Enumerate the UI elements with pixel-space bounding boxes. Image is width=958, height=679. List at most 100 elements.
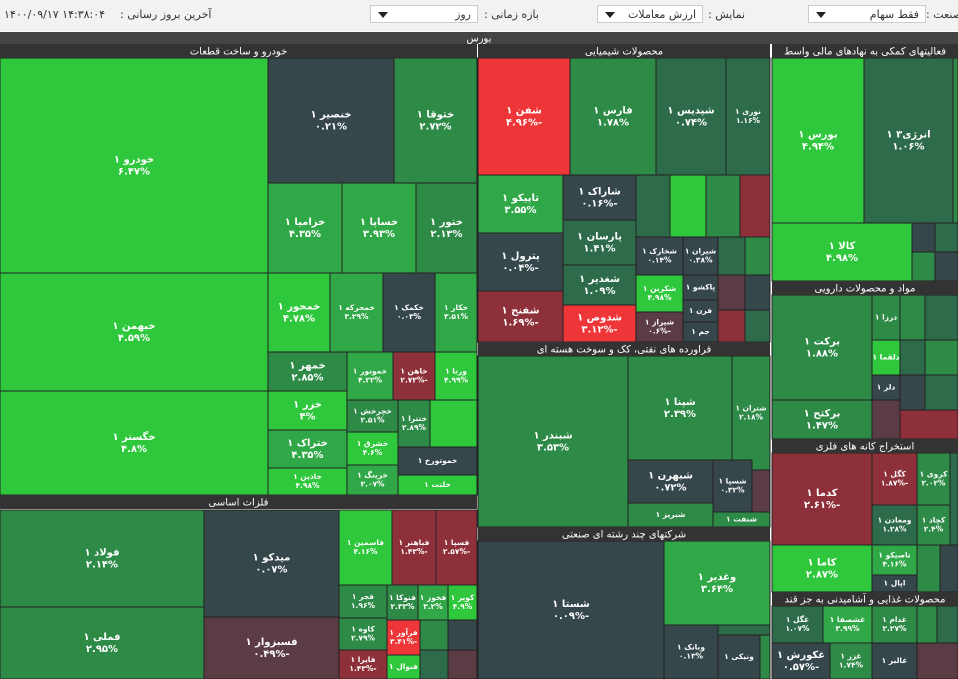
tile-name: خودرو ۱ [114,155,154,166]
tile-name: پارسان ۱ [577,232,622,243]
tile [477,174,564,234]
tile-name: فرن ۱ [689,306,712,315]
tile-name: فایرا ۱ [351,655,376,664]
root-header [0,32,958,44]
tile-name: درزا ۱ [875,313,897,322]
tile-change: ۰.۰۷% [255,565,287,576]
tile-change: ۲.۷۹% [351,634,376,643]
tile-change: ۲.۸۵% [291,373,323,384]
tile [635,311,684,343]
tile-change: ۴.۱۶% [882,560,907,569]
tile-change: -۳.۱۲% [581,325,617,336]
tile-filler [934,222,958,253]
tile-name: فجر ۱ [352,592,374,601]
tile-change: -۱.۸۷% [881,479,908,488]
tile-filler [911,222,936,253]
period-select[interactable]: روز [370,5,478,23]
tile-change: ۴.۸% [121,444,147,455]
tile [341,182,417,274]
tile-name: خچرخش ۱ [353,407,392,416]
period-label: بازه زمانی : [484,8,539,21]
tile-name: خزر ۱ [293,400,322,411]
sector-header [478,527,770,541]
tile-change: ۱.۰۹% [583,286,615,297]
tile-change: ۲.۱۳% [430,229,462,240]
tile [447,584,478,621]
tile [635,274,684,313]
tile-change: ۱.۰۶% [892,142,924,153]
tile [346,399,399,433]
tile [569,57,657,176]
tile-change: ۳.۹۳% [363,229,395,240]
tile [731,355,771,471]
tile [822,605,873,644]
tile-name: غدام ۱ [882,615,907,624]
toolbar: ۱۴۰۰/۰۹/۱۷ ۱۴:۳۸:۰۴ آخرین بروز رسانی : ر… [0,0,958,31]
tile-filler [744,236,771,276]
tile-change: ۰.۰۳% [397,312,422,321]
tile-name: شبریز ۱ [656,510,686,519]
tile [477,355,629,528]
tile [434,272,478,353]
tile-change: -۲.۵۷% [443,547,470,556]
tile-filler [924,339,958,376]
sector-title: فراورده های نفتی، کک و سوخت هسته ای [537,345,712,356]
tile [386,619,421,656]
tile-filler [949,452,958,546]
tile-change: ۰.۳۸% [688,256,713,265]
tile-name: میدکو ۱ [253,553,291,564]
tile-change: ۴.۱۶% [353,547,378,556]
treemap: بورس خودرو ۱۶.۴۷% خبهمن ۱۴.۵۹% خگستر ۱۴.۸% خ… [0,32,958,679]
tile-change: ۱.۲۸% [882,525,907,534]
industry-select[interactable]: فقط سهام [808,5,926,23]
tile-name: وبانک ۱ [677,643,705,652]
industry-label: صنعت : [926,8,958,21]
tile-change: ۴.۹۹% [444,376,469,385]
sector-title: شرکتهای چند رشته ای صنعتی [562,530,686,541]
tile-change: ۴.۳۵% [289,229,321,240]
tile-filler [717,274,746,311]
tile-filler [916,605,938,644]
sector-title: محصولات شیمیایی [585,47,663,58]
tile-change: ۲.۱۸% [739,413,764,422]
tile-change: ۳.۵۵% [504,205,536,216]
tile [397,446,478,476]
display-select[interactable]: ارزش معاملات [597,5,703,23]
tile [267,467,348,496]
sector-header [772,592,958,606]
tile-name: خکار ۱ [444,303,468,312]
tile [771,642,831,679]
tile-name: شپدیس ۱ [667,106,714,117]
tile [635,236,684,276]
tile-name: خساپا ۱ [360,217,398,228]
tile-name: انرژی۳ ۱ [886,130,930,141]
tile [477,540,665,679]
tile-change: ۲.۷۲% [419,122,451,133]
tile-name: شستا ۱ [552,599,590,610]
tile-filler [739,174,771,238]
tile-change: ۴.۲۲% [358,376,383,385]
tile-change: ۳.۹۹% [835,624,860,633]
tile [627,355,733,461]
sector-header [772,44,958,58]
tile [0,390,269,496]
tile-filler [744,309,771,343]
tile-name: فخوز ۱ [420,593,447,602]
tile [562,174,637,221]
tile-filler [934,251,958,282]
tile-filler [419,649,449,679]
tile-filler [899,339,926,376]
tile-name: شخارک ۱ [642,247,677,256]
tile [0,509,205,608]
tile-change: ۴.۳۵% [291,450,323,461]
sector-title: استخراج کانه های فلزی [816,442,914,453]
tile-filler [871,399,901,440]
tile-filler [447,619,478,651]
tile-name: فسپا ۱ [444,538,470,547]
tile [771,294,873,401]
tile-name: برکت ۱ [804,337,840,348]
tile-name: خکمک ۱ [394,303,424,312]
tile-change: ۲.۹۵% [86,644,118,655]
tile-name: فملی ۱ [83,632,120,643]
tile-name: نوری ۱ [735,107,761,116]
